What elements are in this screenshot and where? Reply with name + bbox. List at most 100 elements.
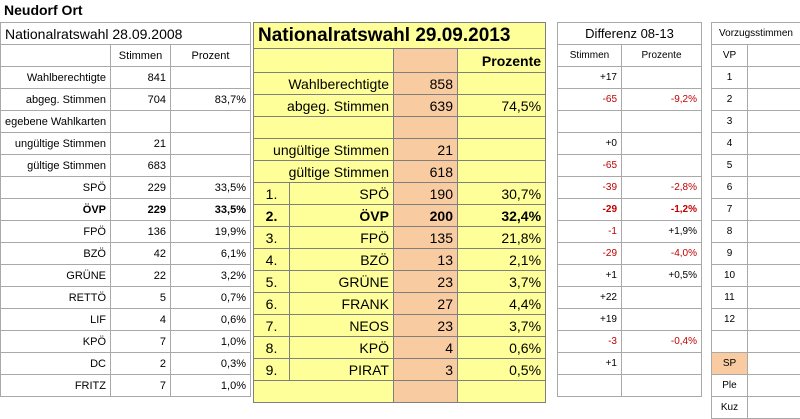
party-number: 5. bbox=[254, 271, 290, 293]
vp-label: 2 bbox=[712, 89, 748, 111]
party-stimmen: 190 bbox=[394, 183, 458, 205]
diff-prozent: +0,5% bbox=[622, 265, 702, 287]
table-row: Ple bbox=[712, 375, 800, 397]
party-prozent: 32,4% bbox=[458, 205, 546, 227]
vp-value bbox=[748, 111, 800, 133]
difference-title: Differenz 08-13 bbox=[558, 23, 702, 45]
empty-cell bbox=[254, 381, 394, 403]
vp-label: 4 bbox=[712, 133, 748, 155]
party-prozent: 2,1% bbox=[458, 249, 546, 271]
row-prozent bbox=[171, 133, 251, 155]
vp-label: 5 bbox=[712, 155, 748, 177]
vp-value bbox=[748, 353, 800, 375]
row-label: FPÖ bbox=[1, 221, 111, 243]
empty-cell bbox=[458, 381, 546, 403]
row-label: RETTÖ bbox=[1, 287, 111, 309]
vp-value bbox=[748, 199, 800, 221]
row-stimmen: 7 bbox=[111, 331, 171, 353]
vp-value bbox=[748, 221, 800, 243]
table-row bbox=[254, 117, 546, 139]
table-row: 3 bbox=[712, 111, 800, 133]
table-row: 6 bbox=[712, 177, 800, 199]
table-row bbox=[712, 331, 800, 353]
table-row: Kuz bbox=[712, 397, 800, 419]
row-label: ÖVP bbox=[1, 199, 111, 221]
party-prozent: 21,8% bbox=[458, 227, 546, 249]
vp-label: 7 bbox=[712, 199, 748, 221]
vp-value bbox=[748, 375, 800, 397]
row-prozent: 0,7% bbox=[171, 287, 251, 309]
diff-prozent: -1,2% bbox=[622, 199, 702, 221]
vp-value bbox=[748, 67, 800, 89]
party-stimmen: 23 bbox=[394, 271, 458, 293]
diff-stimmen bbox=[558, 111, 622, 133]
table-row: egebene Wahlkarten bbox=[1, 111, 251, 133]
party-number: 1. bbox=[254, 183, 290, 205]
row-label: abgeg. Stimmen bbox=[254, 95, 394, 117]
diff-prozent bbox=[622, 111, 702, 133]
vp-value bbox=[748, 89, 800, 111]
vp-label: 9 bbox=[712, 243, 748, 265]
row-stimmen: 639 bbox=[394, 95, 458, 117]
party-stimmen: 135 bbox=[394, 227, 458, 249]
table-row: +1 bbox=[558, 353, 702, 375]
row-prozent: 83,7% bbox=[171, 89, 251, 111]
row-prozent: 33,5% bbox=[171, 199, 251, 221]
difference-rows: +17-65-9,2%+0-65-39-2,8%-29-1,2%-1+1,9%-… bbox=[558, 67, 702, 397]
party-prozent: 4,4% bbox=[458, 293, 546, 315]
diff-prozent: +1,9% bbox=[622, 221, 702, 243]
results-2008-table: Nationalratswahl 28.09.2008 Stimmen Proz… bbox=[0, 22, 251, 397]
diff-stimmen: -29 bbox=[558, 243, 622, 265]
vp-label: 11 bbox=[712, 287, 748, 309]
diff-stimmen: +1 bbox=[558, 265, 622, 287]
table-row: 9 bbox=[712, 243, 800, 265]
row-stimmen: 42 bbox=[111, 243, 171, 265]
row-stimmen: 22 bbox=[111, 265, 171, 287]
party-number: 2. bbox=[254, 205, 290, 227]
empty-cell bbox=[394, 381, 458, 403]
diff-prozent bbox=[622, 155, 702, 177]
row-stimmen bbox=[394, 117, 458, 139]
row-stimmen: 841 bbox=[111, 67, 171, 89]
party-number: 3. bbox=[254, 227, 290, 249]
row-stimmen: 21 bbox=[111, 133, 171, 155]
diff-prozent bbox=[622, 133, 702, 155]
diff-stimmen: -39 bbox=[558, 177, 622, 199]
party-stimmen: 4 bbox=[394, 337, 458, 359]
diff-stimmen: +17 bbox=[558, 67, 622, 89]
party-number: 9. bbox=[254, 359, 290, 381]
diff-stimmen: +22 bbox=[558, 287, 622, 309]
row-label bbox=[254, 117, 394, 139]
diff-prozent bbox=[622, 67, 702, 89]
table-row: -65-9,2% bbox=[558, 89, 702, 111]
party-number: 7. bbox=[254, 315, 290, 337]
party-prozent: 3,7% bbox=[458, 315, 546, 337]
diff-stimmen: +1 bbox=[558, 353, 622, 375]
party-prozent: 3,7% bbox=[458, 271, 546, 293]
party-name: BZÖ bbox=[290, 249, 394, 271]
row-stimmen: 2 bbox=[111, 353, 171, 375]
row-prozent bbox=[458, 117, 546, 139]
table-row: 5 bbox=[712, 155, 800, 177]
results-2008-title: Nationalratswahl 28.09.2008 bbox=[1, 23, 251, 45]
diff-prozent bbox=[622, 375, 702, 397]
party-name: PIRAT bbox=[290, 359, 394, 381]
table-row: -3-0,4% bbox=[558, 331, 702, 353]
row-label: GRÜNE bbox=[1, 265, 111, 287]
row-stimmen: 5 bbox=[111, 287, 171, 309]
table-row: 4 bbox=[712, 133, 800, 155]
table-row: 1 bbox=[712, 67, 800, 89]
table-row: -29-4,0% bbox=[558, 243, 702, 265]
party-number: 4. bbox=[254, 249, 290, 271]
party-number: 6. bbox=[254, 293, 290, 315]
